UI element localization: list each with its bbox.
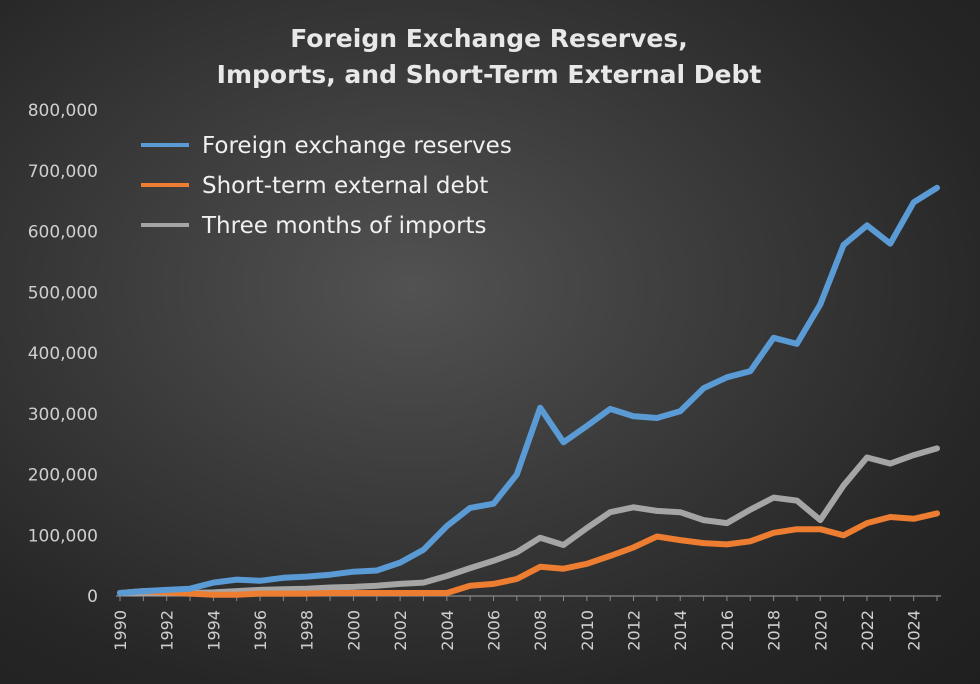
x-tick-label: 2010	[578, 610, 597, 651]
x-tick-label: 2014	[671, 610, 690, 651]
x-tick-label: 2020	[811, 610, 830, 651]
x-tick-label: 2002	[391, 610, 410, 651]
legend-label: Short-term external debt	[202, 173, 488, 199]
chart-title-line-1: Foreign Exchange Reserves,	[290, 24, 688, 53]
x-tick-label: 2022	[858, 610, 877, 651]
x-tick-label: 2000	[344, 610, 363, 651]
chart-title-line-2: Imports, and Short-Term External Debt	[217, 60, 762, 89]
x-tick-label: 1990	[111, 610, 130, 651]
y-tick-label: 400,000	[28, 344, 98, 364]
y-tick-label: 500,000	[28, 283, 98, 303]
x-tick-label: 1992	[158, 610, 177, 651]
legend-label: Foreign exchange reserves	[202, 133, 512, 159]
series-line-three-months-of-imports	[117, 445, 940, 596]
y-axis: 0 100,000 200,000 300,000 400,000 500,000 600,…	[28, 101, 98, 607]
y-tick-label: 300,000	[28, 405, 98, 425]
legend-label: Three months of imports	[201, 213, 487, 239]
y-tick-label: 200,000	[28, 466, 98, 486]
x-tick-label: 1994	[204, 610, 223, 651]
y-tick-label: 600,000	[28, 223, 98, 243]
x-tick-label: 2012	[625, 610, 644, 651]
legend: Foreign exchange reserves Short-term exte…	[141, 133, 512, 239]
x-tick-label: 2008	[531, 610, 550, 651]
x-tick-label: 2004	[438, 610, 457, 651]
y-tick-label: 700,000	[28, 162, 98, 182]
x-tick-label: 1996	[251, 610, 270, 651]
x-tick-label: 2016	[718, 610, 737, 651]
x-tick-label: 1998	[298, 610, 317, 651]
chart-title: Foreign Exchange Reserves, Imports, and …	[217, 24, 762, 89]
y-tick-label: 0	[87, 587, 98, 607]
y-tick-label: 100,000	[28, 526, 98, 546]
series-line-short-term-external-debt	[117, 510, 940, 598]
y-tick-label: 800,000	[28, 101, 98, 121]
x-tick-label: 2018	[765, 610, 784, 651]
series-lines	[117, 184, 940, 598]
x-axis: 1990 1992 1994 1996 1998 2000 2002 2004 2006 2008…	[111, 595, 941, 651]
series-line-foreign-exchange-reserves	[117, 184, 940, 596]
x-tick-label: 2024	[905, 610, 924, 651]
x-tick-label: 2006	[484, 610, 503, 651]
